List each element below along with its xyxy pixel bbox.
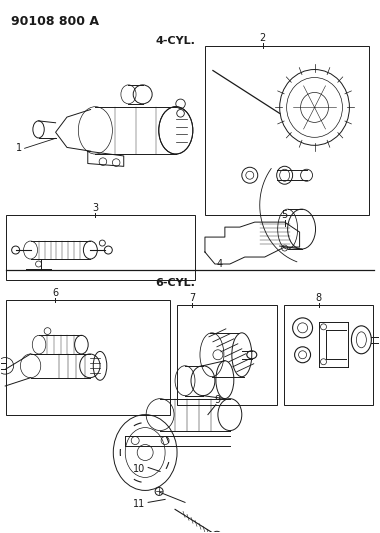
Bar — [283, 305, 373, 405]
Bar — [205, 46, 369, 215]
Text: 2: 2 — [260, 33, 266, 43]
Text: 8: 8 — [315, 293, 321, 303]
Text: 7: 7 — [189, 293, 195, 303]
Text: 4-CYL.: 4-CYL. — [155, 36, 195, 46]
Text: 10: 10 — [133, 464, 145, 474]
Text: 4: 4 — [217, 259, 223, 269]
Text: 1: 1 — [16, 143, 22, 154]
Text: 6-CYL.: 6-CYL. — [155, 278, 195, 288]
Text: 90108 800 A: 90108 800 A — [11, 15, 99, 28]
Bar — [6, 300, 170, 415]
Text: 6: 6 — [52, 288, 59, 298]
Text: 11: 11 — [133, 499, 145, 510]
Text: 3: 3 — [92, 203, 98, 213]
Bar — [177, 305, 277, 405]
Bar — [6, 215, 195, 280]
Text: 9: 9 — [215, 394, 221, 405]
Text: 5: 5 — [282, 210, 288, 220]
